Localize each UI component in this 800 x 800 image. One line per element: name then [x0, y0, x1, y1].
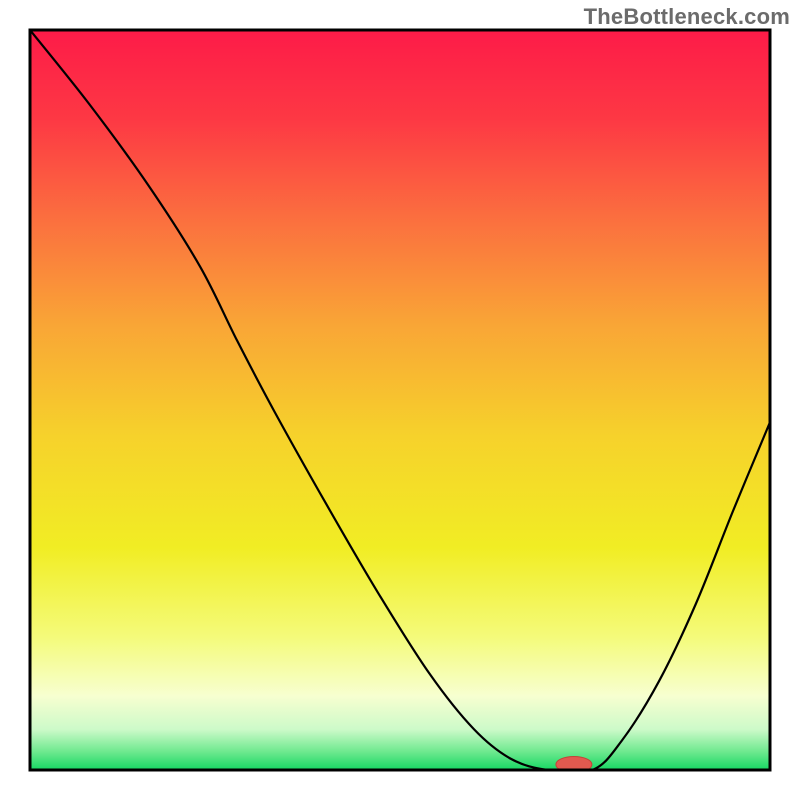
- gradient-chart-svg: [0, 0, 800, 800]
- plot-gradient-background: [30, 30, 770, 770]
- chart-canvas: TheBottleneck.com: [0, 0, 800, 800]
- watermark-text: TheBottleneck.com: [584, 4, 790, 30]
